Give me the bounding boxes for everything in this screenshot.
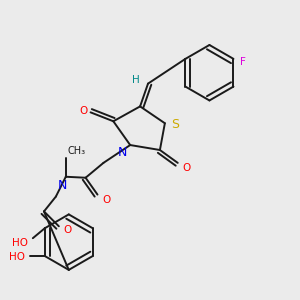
Text: O: O (80, 106, 88, 116)
Text: H: H (132, 75, 140, 85)
Text: O: O (182, 163, 191, 173)
Text: HO: HO (9, 252, 25, 262)
Text: HO: HO (12, 238, 28, 248)
Text: O: O (102, 194, 110, 205)
Text: N: N (118, 146, 127, 160)
Text: N: N (58, 179, 68, 192)
Text: CH₃: CH₃ (68, 146, 86, 156)
Text: S: S (171, 118, 179, 131)
Text: F: F (240, 57, 246, 67)
Text: O: O (64, 225, 72, 235)
